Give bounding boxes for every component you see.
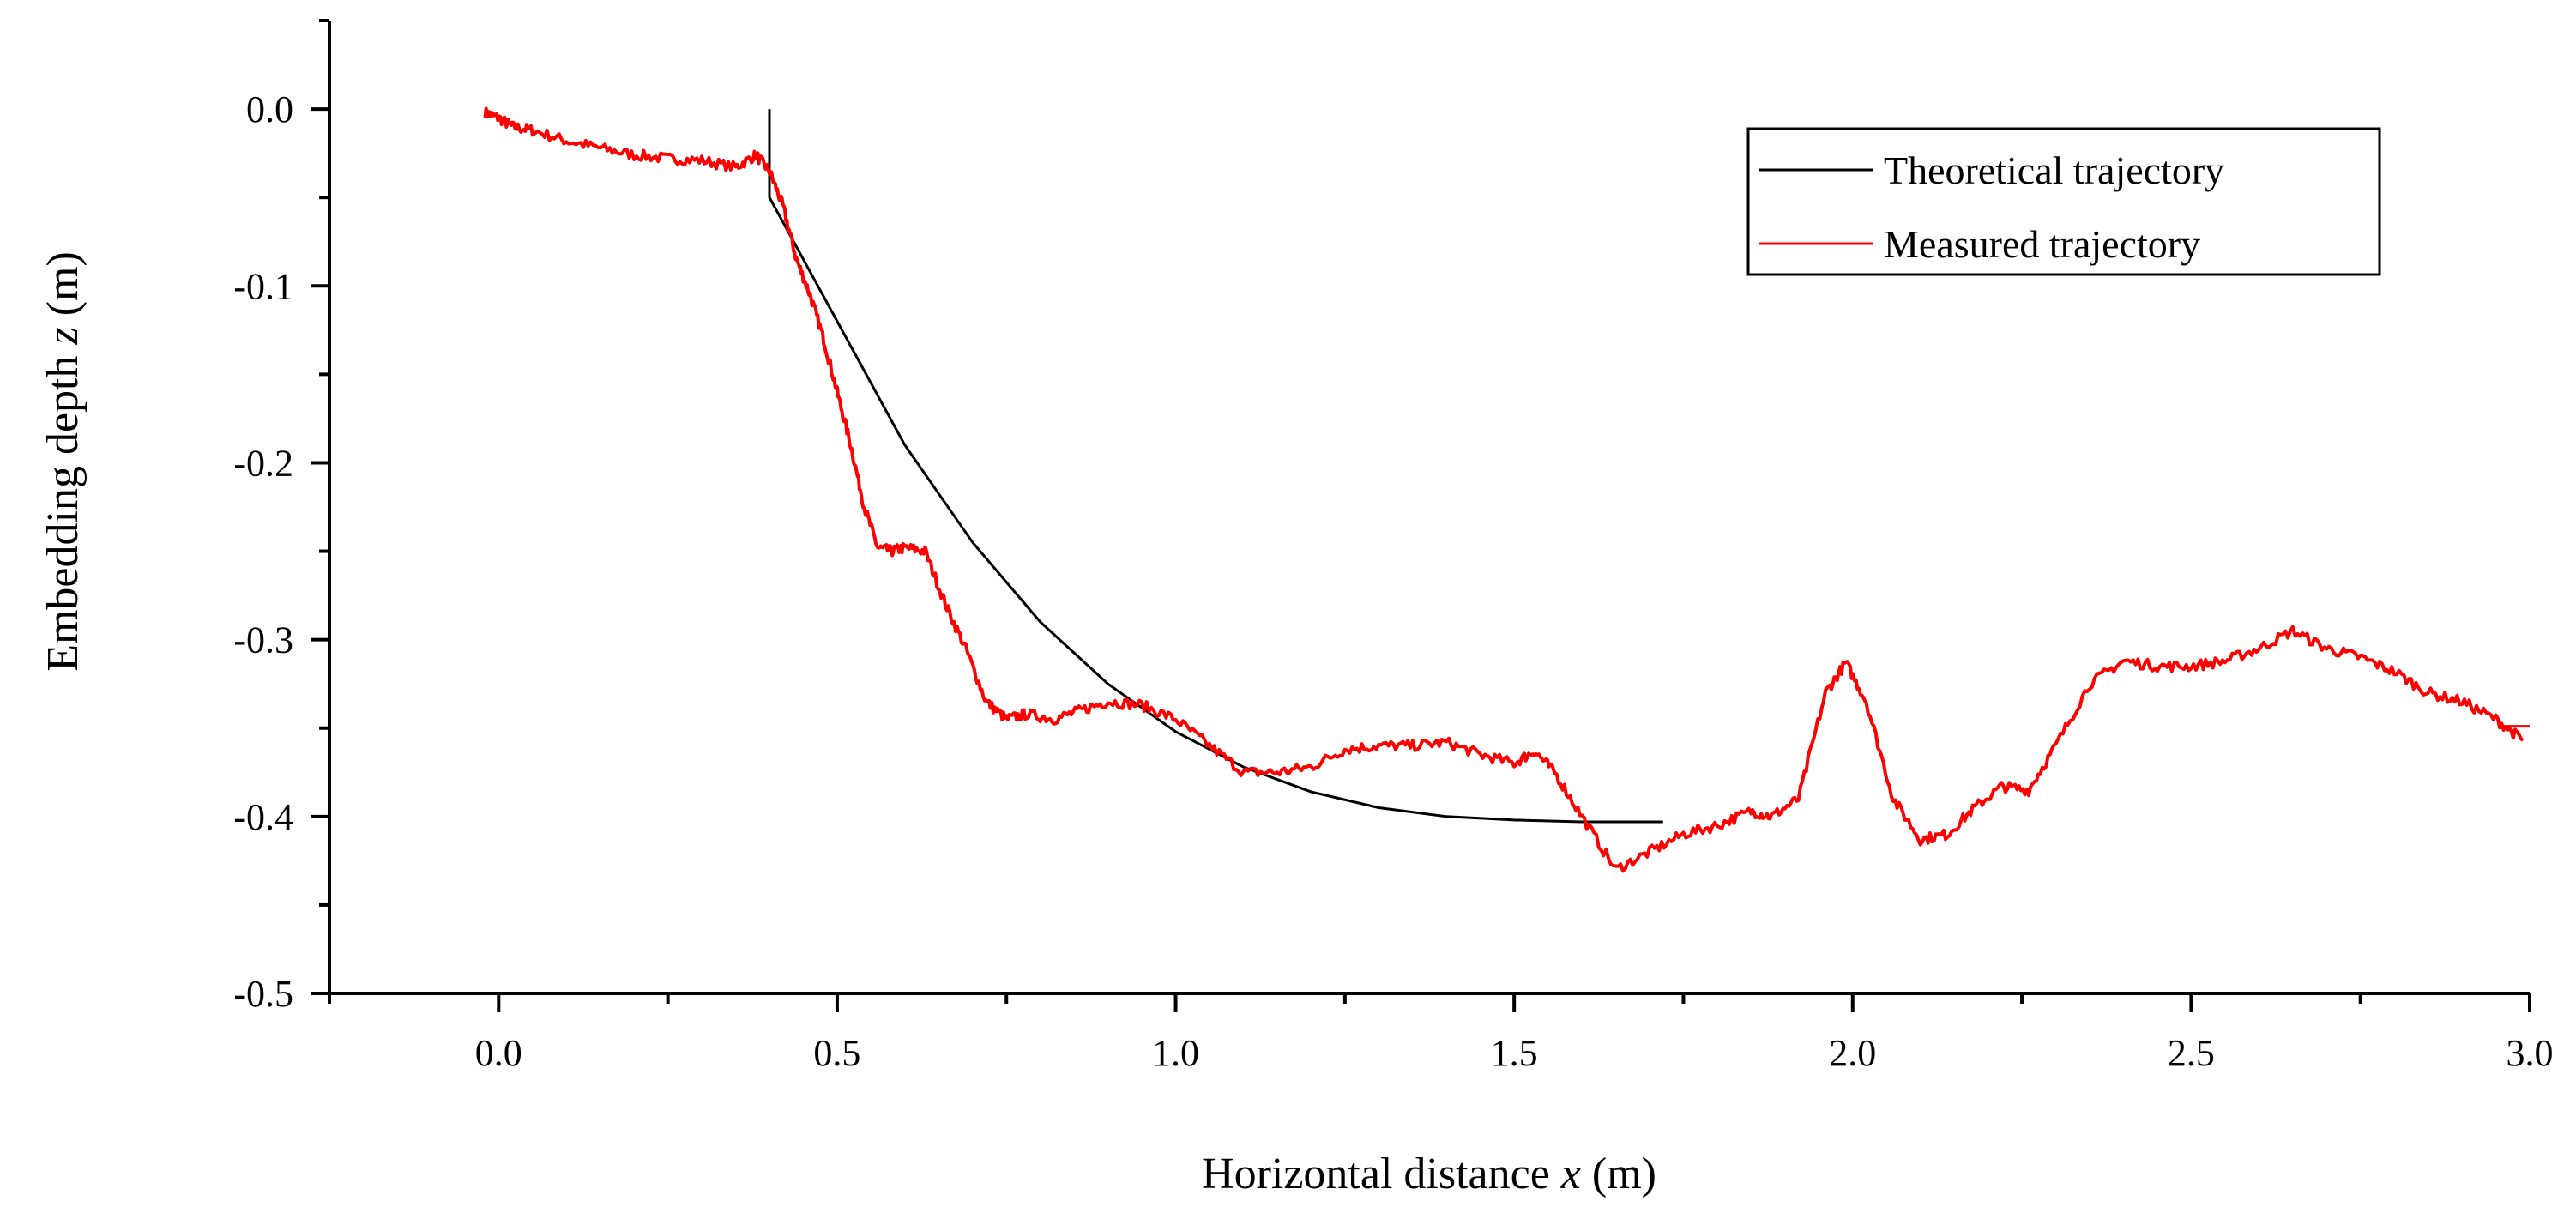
legend-box xyxy=(1746,127,2381,276)
y-ticks: 0.0 -0.1 -0.2 -0.3 -0.4 -0.5 xyxy=(233,19,329,1015)
x-tick-label: 2.5 xyxy=(2168,1032,2215,1074)
x-tick-label: 0.0 xyxy=(475,1032,522,1074)
x-tick-label: 2.0 xyxy=(1829,1032,1876,1074)
y-tick-label: -0.1 xyxy=(233,265,293,307)
x-tick-label: 1.0 xyxy=(1152,1032,1199,1074)
series-measured-line xyxy=(483,106,2525,873)
x-tick-label: 0.5 xyxy=(813,1032,860,1074)
y-tick-label: -0.2 xyxy=(233,442,293,484)
x-axis-title: Horizontal distance x (m) xyxy=(1202,1150,1656,1198)
legend-label-measured: Measured trajectory xyxy=(1884,222,2200,266)
legend-label-theoretical: Theoretical trajectory xyxy=(1884,148,2224,192)
x-tick-label: 3.0 xyxy=(2507,1032,2554,1074)
y-tick-label: -0.3 xyxy=(233,619,293,661)
y-tick-label: 0.0 xyxy=(246,88,293,130)
y-tick-label: -0.5 xyxy=(233,973,293,1015)
plot-area xyxy=(328,21,2530,995)
y-tick-label: -0.4 xyxy=(233,796,293,838)
series-layer xyxy=(483,106,2530,873)
x-tick-label: 1.5 xyxy=(1491,1032,1538,1074)
y-axis-title: Embedding depth z (m) xyxy=(39,251,87,672)
series-theoretical-line xyxy=(768,109,1663,824)
x-ticks: 0.0 0.5 1.0 1.5 2.0 2.5 3.0 xyxy=(328,993,2554,1074)
legend: Theoretical trajectory Measured trajecto… xyxy=(1746,127,2381,276)
